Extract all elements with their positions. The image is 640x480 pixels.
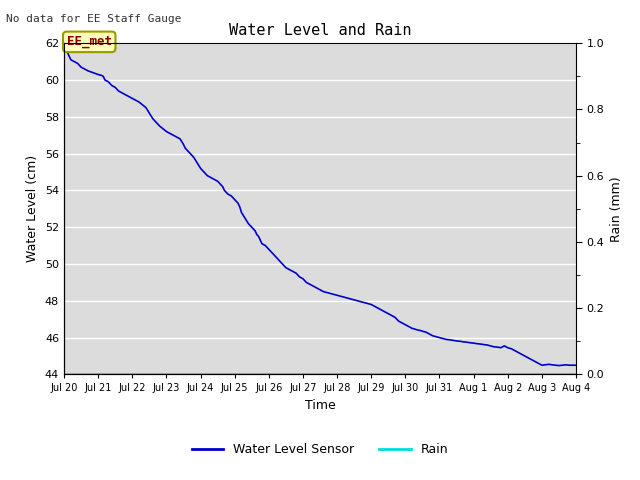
X-axis label: Time: Time — [305, 399, 335, 412]
Water Level Sensor — [369, 302, 377, 308]
Text: EE_met: EE_met — [67, 36, 112, 48]
Water Level Sensor — [371, 303, 378, 309]
Water Level Sensor — [60, 46, 68, 51]
Water Level Sensor — [572, 362, 580, 368]
Water Level Sensor — [212, 178, 220, 183]
Y-axis label: Rain (mm): Rain (mm) — [610, 176, 623, 241]
Water Level Sensor — [303, 279, 310, 285]
Water Level Sensor — [173, 134, 180, 140]
Legend: Water Level Sensor, Rain: Water Level Sensor, Rain — [187, 438, 453, 461]
Text: No data for EE Staff Gauge: No data for EE Staff Gauge — [6, 14, 182, 24]
Y-axis label: Water Level (cm): Water Level (cm) — [26, 155, 39, 263]
Title: Water Level and Rain: Water Level and Rain — [228, 23, 412, 38]
Water Level Sensor — [513, 348, 520, 354]
Line: Water Level Sensor: Water Level Sensor — [64, 48, 576, 366]
Water Level Sensor — [555, 363, 563, 369]
